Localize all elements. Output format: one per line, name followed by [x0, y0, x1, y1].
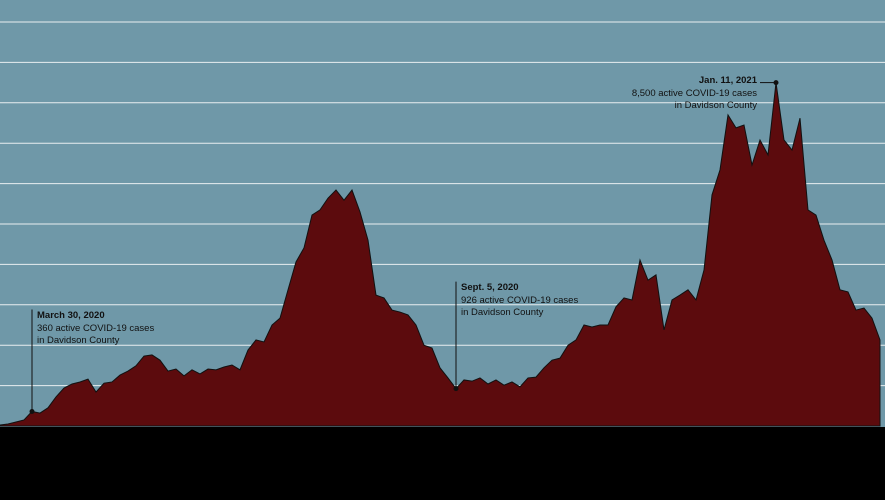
annotation-date: March 30, 2020: [37, 310, 105, 321]
bottom-band: [0, 427, 885, 500]
area: [0, 82, 881, 427]
annotation-text: in Davidson County: [675, 100, 758, 111]
annotation-text: 360 active COVID-19 cases: [37, 323, 154, 334]
annotation-point: [29, 408, 35, 414]
annotation-text: 926 active COVID-19 cases: [461, 295, 578, 306]
annotation-text: 8,500 active COVID-19 cases: [632, 88, 757, 99]
annotation-text: in Davidson County: [37, 335, 120, 346]
annotation-date: Jan. 11, 2021: [699, 75, 758, 86]
annotation-point: [773, 80, 779, 86]
annotation-point: [453, 386, 459, 392]
annotation-text: in Davidson County: [461, 307, 544, 318]
annotation-date: Sept. 5, 2020: [461, 282, 519, 293]
